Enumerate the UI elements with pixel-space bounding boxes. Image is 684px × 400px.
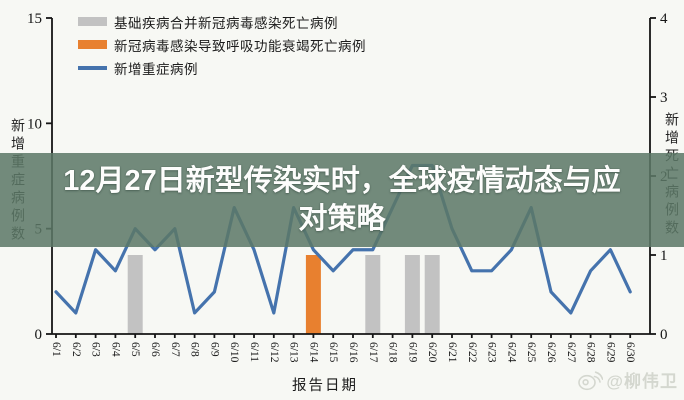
x-axis-tick-label: 6/2 xyxy=(70,342,82,357)
death-bar xyxy=(127,255,143,334)
death-bar xyxy=(365,255,381,334)
x-axis-tick-label: 6/18 xyxy=(387,342,399,363)
headline-line-2: 对策略 xyxy=(298,203,386,235)
x-axis-tick-label: 6/19 xyxy=(406,342,418,363)
left-axis-tick-label: 15 xyxy=(27,11,42,27)
gray-bar-swatch-icon xyxy=(78,17,107,26)
weibo-logo-icon xyxy=(578,370,604,390)
x-axis-tick-label: 6/17 xyxy=(367,342,379,363)
x-axis-tick-label: 6/9 xyxy=(208,342,220,357)
right-axis-tick-label: 4 xyxy=(660,11,668,27)
x-axis-tick-label: 6/24 xyxy=(505,342,517,363)
x-axis-tick-label: 6/10 xyxy=(228,342,240,363)
x-axis-tick-label: 6/8 xyxy=(189,342,201,357)
x-axis-tick-label: 6/3 xyxy=(90,342,102,357)
death-bar xyxy=(404,255,420,334)
headline-line-1: 12月27日新型传染实时，全球疫情动态与应 xyxy=(63,165,621,197)
legend-item-underlying-disease-deaths: 基础疾病合并新冠病毒感染死亡病例 xyxy=(78,13,366,31)
x-axis-tick-label: 6/23 xyxy=(486,342,498,363)
x-axis-tick-label: 6/26 xyxy=(545,342,557,363)
x-axis-title: 报告日期 xyxy=(292,378,358,394)
blue-line-swatch-icon xyxy=(78,65,107,70)
x-axis-tick-label: 6/25 xyxy=(525,342,537,363)
legend-label: 新冠病毒感染导致呼吸功能衰竭死亡病例 xyxy=(114,38,366,54)
x-axis-tick-label: 6/14 xyxy=(307,342,319,363)
x-axis-tick-label: 6/28 xyxy=(585,342,597,363)
right-axis-tick-label: 1 xyxy=(660,248,668,264)
death-bar xyxy=(424,255,440,334)
left-axis-tick-label: 0 xyxy=(35,327,43,343)
legend-item-respiratory-failure-deaths: 新冠病毒感染导致呼吸功能衰竭死亡病例 xyxy=(78,36,366,54)
x-axis-tick-label: 6/30 xyxy=(624,342,636,363)
legend-label: 基础疾病合并新冠病毒感染死亡病例 xyxy=(114,15,338,31)
right-axis-tick-label: 3 xyxy=(660,90,668,106)
legend-item-new-severe-cases: 新增重症病例 xyxy=(78,59,366,77)
headline-overlay-banner: 12月27日新型传染实时，全球疫情动态与应 对策略 xyxy=(0,153,684,247)
orange-bar-swatch-icon xyxy=(78,40,107,49)
watermark-handle: @柳伟卫 xyxy=(606,372,678,391)
x-axis-tick-label: 6/29 xyxy=(604,342,616,363)
x-axis-tick-label: 6/11 xyxy=(248,342,260,362)
right-axis-tick-label: 0 xyxy=(660,327,668,343)
watermark: @柳伟卫 xyxy=(577,367,678,392)
legend-label: 新增重症病例 xyxy=(114,61,198,77)
chart-legend: 基础疾病合并新冠病毒感染死亡病例 新冠病毒感染导致呼吸功能衰竭死亡病例 新增重症… xyxy=(78,13,366,77)
x-axis-tick-label: 6/21 xyxy=(446,342,458,363)
x-axis-tick-label: 6/6 xyxy=(149,342,161,357)
x-axis-tick-label: 6/13 xyxy=(288,342,300,363)
x-axis-tick-label: 6/22 xyxy=(466,342,478,363)
x-axis-tick-label: 6/27 xyxy=(565,342,577,363)
x-axis-tick-label: 6/20 xyxy=(426,342,438,363)
x-axis-tick-label: 6/15 xyxy=(327,342,339,363)
x-axis-tick-label: 6/1 xyxy=(50,342,62,357)
x-axis-tick-label: 6/5 xyxy=(129,342,141,357)
left-axis-tick-label: 10 xyxy=(27,116,42,132)
x-axis-tick-label: 6/7 xyxy=(169,342,181,357)
x-axis-tick-label: 6/16 xyxy=(347,342,359,363)
death-bar xyxy=(305,255,321,334)
x-axis-tick-label: 6/12 xyxy=(268,342,280,363)
x-axis-tick-label: 6/4 xyxy=(109,342,121,357)
